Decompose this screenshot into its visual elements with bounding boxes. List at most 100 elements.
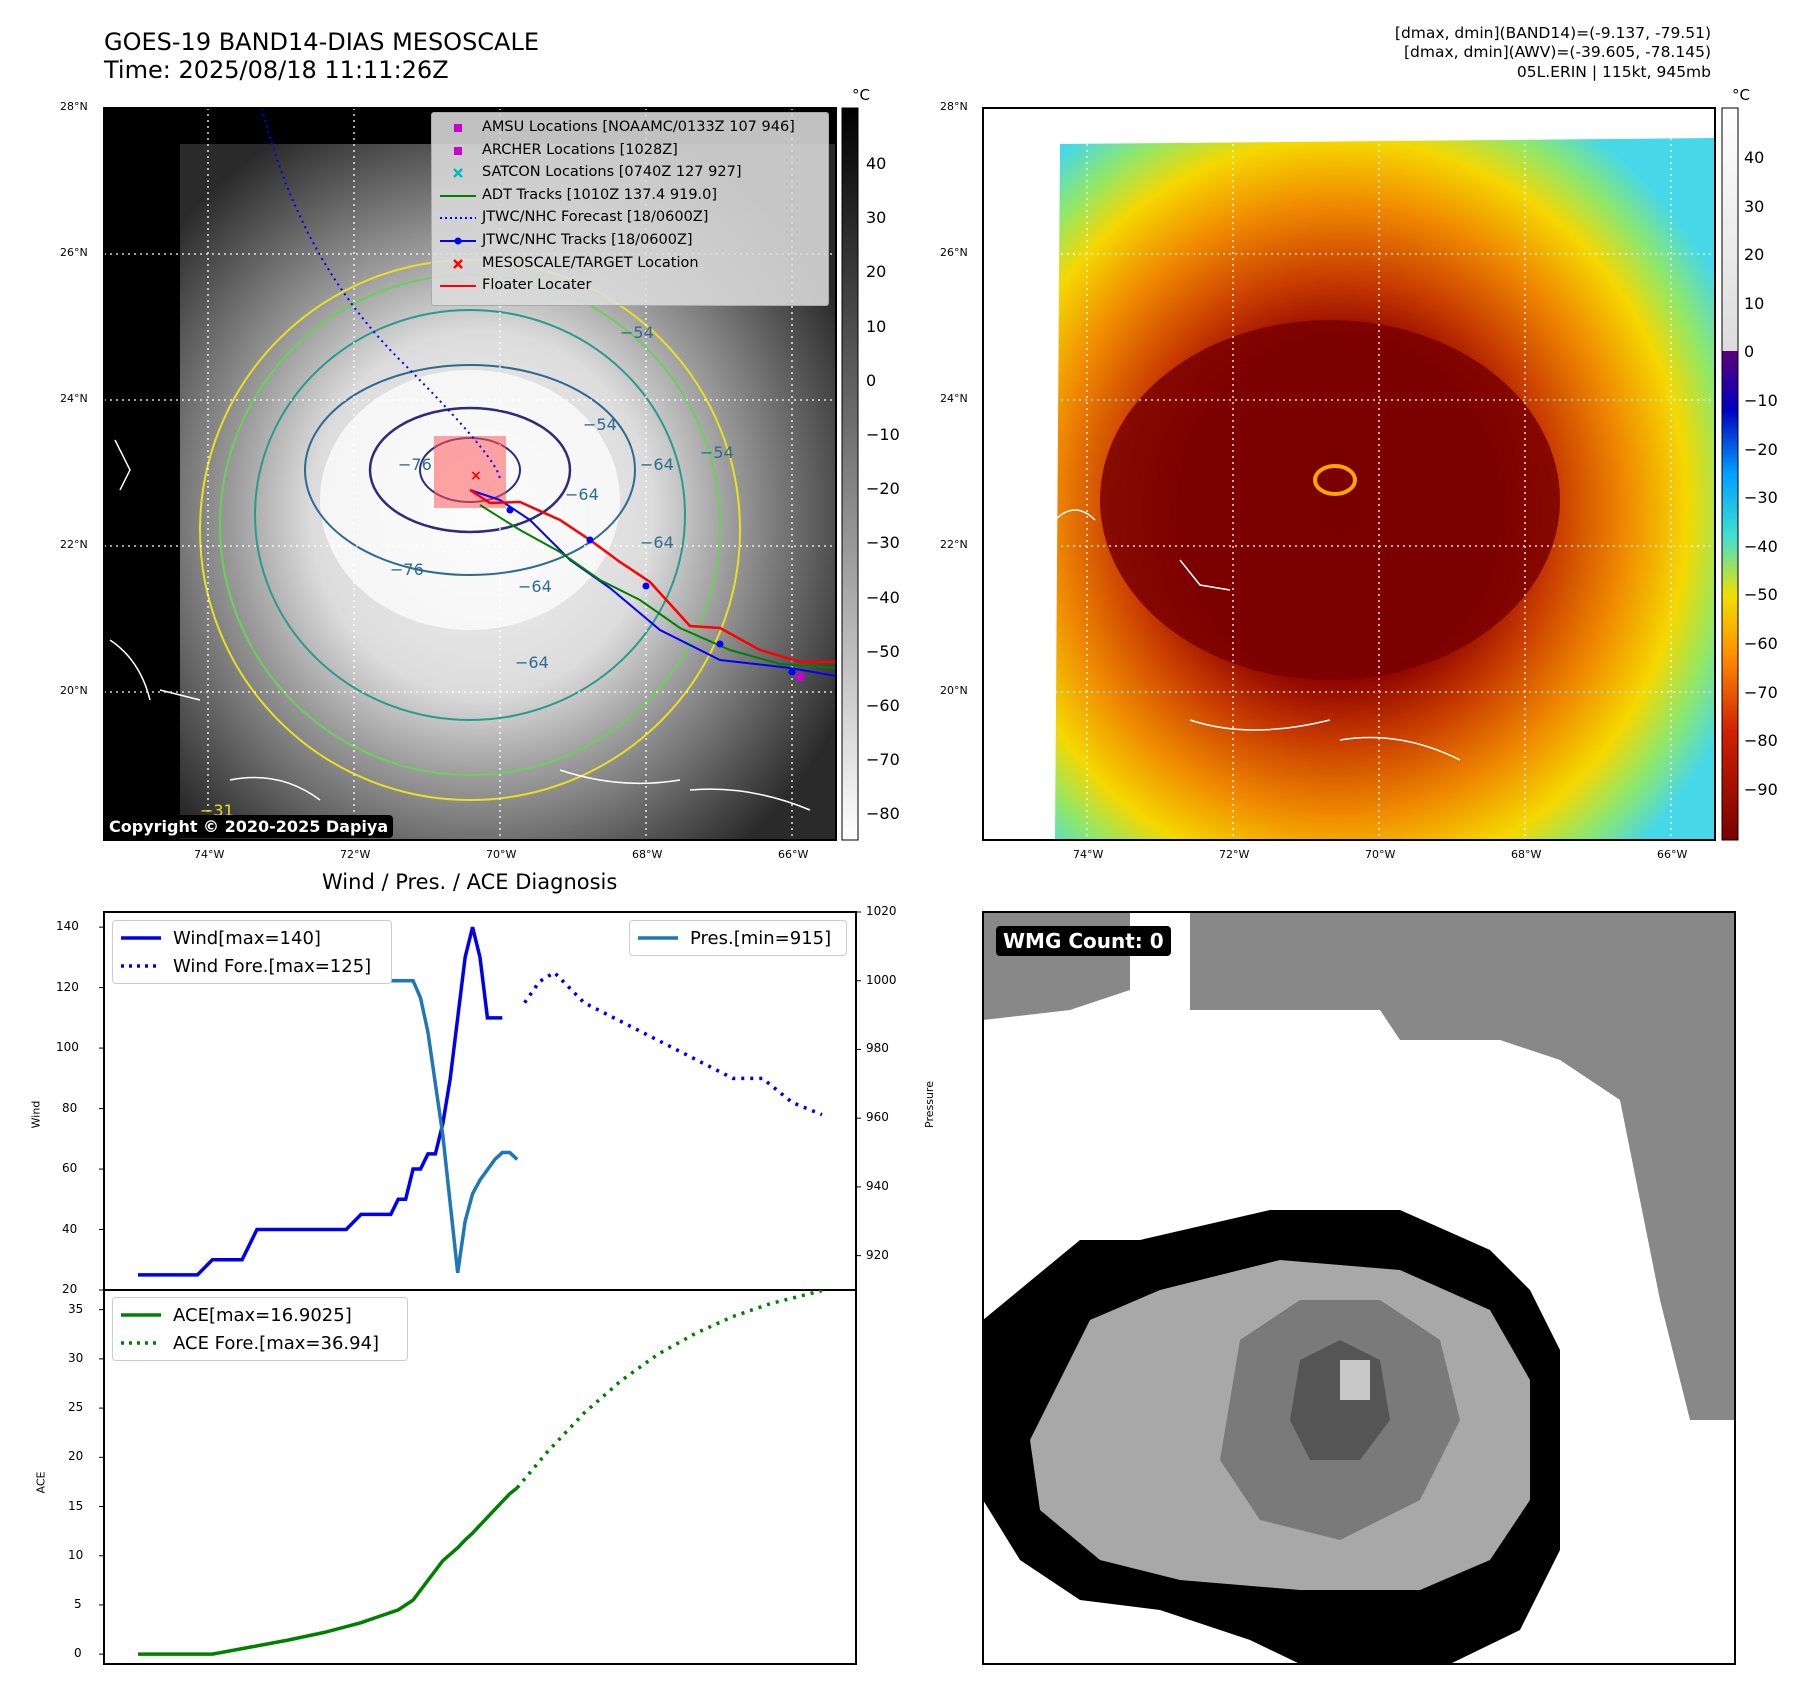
wind-ytick-label: 80 — [62, 1100, 78, 1115]
contour-labels: −76 −76 −64 −64 −64 −54 −54 −54 −64 −64 … — [200, 323, 734, 820]
contour-navy — [368, 406, 572, 534]
map-legend-label: ARCHER Locations [1028Z] — [482, 141, 678, 158]
wind-ytick-label: 60 — [62, 1161, 78, 1176]
ir-lat-label: 26°N — [60, 246, 88, 259]
contour-label: −64 — [518, 577, 552, 596]
map-legend-swatch — [440, 217, 476, 220]
ace-fore-legend-entry: ACE Fore.[max=36.94] — [113, 1330, 401, 1356]
pres-legend-swatch — [638, 936, 678, 940]
map-legend-entry: JTWC/NHC Forecast [18/0600Z] — [432, 207, 822, 229]
awv-lat-label: 20°N — [940, 684, 968, 697]
ace-legend-label: ACE[max=16.9025] — [173, 1305, 352, 1326]
contour-label: −64 — [640, 455, 674, 474]
map-legend-label: AMSU Locations [NOAAMC/0133Z 107 946] — [482, 119, 795, 135]
pres-ytick-label: 980 — [866, 1041, 889, 1056]
info-line3: 05L.ERIN | 115kt, 945mb — [1516, 63, 1711, 81]
awv-colorbar-tick: −70 — [1744, 682, 1778, 702]
ace-series-layer — [138, 1290, 823, 1656]
wind-ytick-label: 100 — [56, 1040, 79, 1055]
wind-axis-layer — [99, 911, 861, 1291]
contour-label: −76 — [390, 560, 424, 579]
ace-ytick-label: 0 — [74, 1646, 82, 1661]
awv-core — [1100, 320, 1560, 680]
map-legend-entry: Floater Locater — [432, 275, 822, 297]
wmg-panel — [982, 911, 1736, 1665]
contour-label: −54 — [583, 415, 617, 434]
contour-label: −64 — [565, 485, 599, 504]
map-legend-swatch — [454, 146, 462, 155]
pres-ytick-label: 1000 — [866, 972, 897, 987]
map-legend-label: JTWC/NHC Tracks [18/0600Z] — [482, 232, 693, 248]
ir-lon-label: 72°W — [340, 848, 371, 861]
pres-legend: Pres.[min=915] — [629, 920, 847, 956]
ace-ytick-label: 10 — [68, 1547, 84, 1562]
copyright-badge: Copyright © 2020-2025 Dapiya — [104, 815, 394, 838]
wind-ylabel: Wind — [29, 1100, 43, 1129]
ir-lon-label: 66°W — [778, 848, 809, 861]
chart-title: Wind / Pres. / ACE Diagnosis — [322, 870, 618, 894]
contour-blue — [304, 364, 636, 576]
map-legend-label: ADT Tracks [1010Z 137.4 919.0] — [482, 186, 718, 203]
awv-lat-label: 24°N — [940, 392, 968, 405]
contour-label: −64 — [515, 653, 549, 672]
wind-fore-legend-swatch — [121, 964, 161, 968]
awv-lon-label: 74°W — [1073, 848, 1104, 861]
ace-ylabel: ACE — [34, 1471, 48, 1494]
pres-ytick-label: 920 — [866, 1247, 889, 1262]
ir-lat-label: 24°N — [60, 392, 88, 405]
series-line-1 — [523, 970, 823, 1117]
map-legend-entry: SATCON Locations [0740Z 127 927] — [432, 162, 822, 184]
awv-lon-label: 72°W — [1219, 848, 1250, 861]
ace-ytick-label: 5 — [74, 1596, 82, 1611]
adt-track — [479, 504, 836, 669]
map-legend-entry: ARCHER Locations [1028Z] — [432, 140, 822, 162]
awv-colorbar-unit: °C — [1732, 86, 1750, 104]
awv-colorbar — [1721, 107, 1739, 841]
amsu-marker — [796, 673, 804, 681]
pres-legend-label: Pres.[min=915] — [690, 928, 832, 949]
map-legend: AMSU Locations [NOAAMC/0133Z 107 946] ARC… — [431, 112, 829, 306]
wind-fore-legend-entry: Wind Fore.[max=125] — [113, 953, 383, 979]
awv-colorbar-tick: −30 — [1744, 488, 1778, 508]
series-line-0 — [138, 926, 503, 1277]
pres-ytick-label: 1020 — [866, 904, 897, 918]
map-legend-entry: JTWC/NHC Tracks [18/0600Z] — [432, 230, 822, 252]
awv-colorbar-tick: −90 — [1744, 779, 1778, 799]
awv-lat-label: 28°N — [940, 100, 968, 113]
ir-colorbar-tick: 10 — [866, 316, 887, 336]
awv-colorbar-tick: −20 — [1744, 439, 1778, 459]
ace-axis-layer — [99, 1309, 104, 1655]
info-line2: [dmax, dmin](AWV)=(-39.605, -78.145) — [1404, 43, 1711, 61]
ir-colorbar-tick: 0 — [866, 370, 877, 390]
wind-fore-legend-label: Wind Fore.[max=125] — [173, 956, 372, 977]
awv-colorbar-tick: 30 — [1744, 196, 1765, 216]
coastline — [109, 439, 811, 811]
wind-legend-swatch — [121, 936, 161, 940]
wind-ytick-label: 20 — [62, 1282, 78, 1296]
ir-colorbar-tick: −40 — [866, 587, 900, 607]
ir-colorbar-tick: −60 — [866, 696, 900, 715]
map-legend-entry: ADT Tracks [1010Z 137.4 919.0] — [432, 185, 822, 207]
wmg-eye — [1340, 1360, 1370, 1400]
map-legend-swatch — [453, 258, 463, 269]
ace-ytick-label: 25 — [68, 1400, 84, 1415]
map-legend-label: MESOSCALE/TARGET Location — [482, 254, 699, 271]
ir-colorbar-tick: 40 — [866, 154, 887, 173]
figure-title-line1: GOES-19 BAND14-DIAS MESOSCALE — [104, 28, 540, 56]
target-marker: × — [470, 468, 482, 484]
awv-colorbar-tick: 40 — [1744, 148, 1765, 167]
ir-colorbar-unit: °C — [852, 86, 870, 104]
ace-legend-entry: ACE[max=16.9025] — [113, 1302, 401, 1328]
contour-label: −64 — [640, 533, 674, 552]
ir-colorbar-tick: −50 — [866, 641, 900, 661]
map-legend-swatch — [454, 124, 462, 132]
awv-lat-label: 26°N — [940, 246, 968, 259]
ir-colorbar-tick: −20 — [866, 479, 900, 499]
ir-lat-label: 28°N — [60, 100, 88, 113]
wind-legend: Wind[max=140] Wind Fore.[max=125] — [112, 920, 392, 984]
awv-colorbar-tick: −80 — [1744, 731, 1778, 751]
awv-colorbar-lower — [1722, 351, 1738, 840]
floater-track — [469, 488, 836, 664]
contour-teal — [254, 309, 686, 721]
awv-colorbar-tick: −40 — [1744, 536, 1778, 556]
